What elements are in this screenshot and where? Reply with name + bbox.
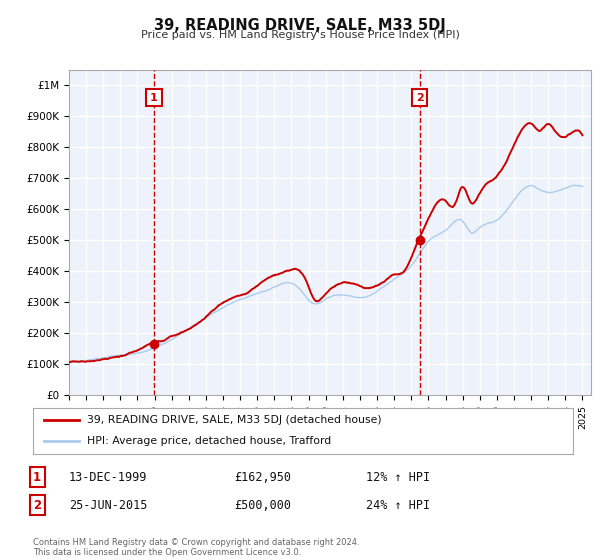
Text: 12% ↑ HPI: 12% ↑ HPI — [366, 470, 430, 484]
Text: Price paid vs. HM Land Registry's House Price Index (HPI): Price paid vs. HM Land Registry's House … — [140, 30, 460, 40]
Text: 24% ↑ HPI: 24% ↑ HPI — [366, 498, 430, 512]
Text: 1: 1 — [33, 470, 41, 484]
Text: Contains HM Land Registry data © Crown copyright and database right 2024.
This d: Contains HM Land Registry data © Crown c… — [33, 538, 359, 557]
Text: 39, READING DRIVE, SALE, M33 5DJ: 39, READING DRIVE, SALE, M33 5DJ — [154, 18, 446, 33]
Text: HPI: Average price, detached house, Trafford: HPI: Average price, detached house, Traf… — [87, 436, 331, 446]
Text: £500,000: £500,000 — [234, 498, 291, 512]
Text: 39, READING DRIVE, SALE, M33 5DJ (detached house): 39, READING DRIVE, SALE, M33 5DJ (detach… — [87, 415, 382, 425]
Text: 13-DEC-1999: 13-DEC-1999 — [69, 470, 148, 484]
Text: 2: 2 — [33, 498, 41, 512]
Text: 2: 2 — [416, 92, 424, 102]
Text: 1: 1 — [150, 92, 158, 102]
Text: £162,950: £162,950 — [234, 470, 291, 484]
Text: 25-JUN-2015: 25-JUN-2015 — [69, 498, 148, 512]
